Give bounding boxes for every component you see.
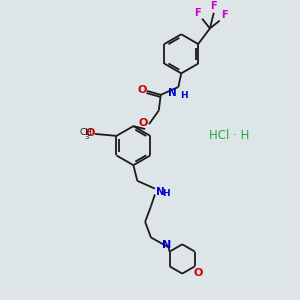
Text: H: H <box>162 189 169 198</box>
Text: O: O <box>193 268 203 278</box>
Text: H: H <box>180 91 188 100</box>
Text: N: N <box>168 88 176 98</box>
Text: 3: 3 <box>84 134 89 140</box>
Text: HCl · H: HCl · H <box>208 129 249 142</box>
Text: O: O <box>139 118 148 128</box>
Text: N: N <box>156 187 165 197</box>
Text: F: F <box>194 8 201 18</box>
Text: F: F <box>221 10 227 20</box>
Text: O: O <box>85 128 95 138</box>
Text: CH: CH <box>79 128 92 137</box>
Text: N: N <box>162 240 171 250</box>
Text: O: O <box>137 85 147 95</box>
Text: F: F <box>211 1 217 11</box>
